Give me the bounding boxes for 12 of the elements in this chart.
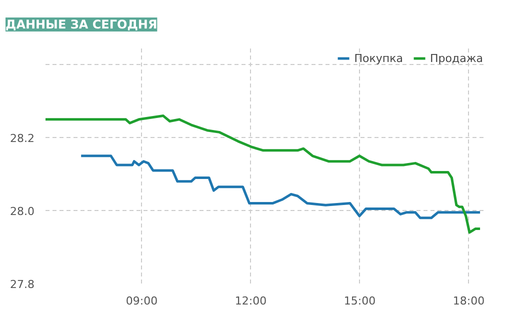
x-tick-label: 18:00 [452,294,485,308]
legend-label: Покупка [354,52,404,64]
x-tick-label: 15:00 [344,294,376,308]
x-tick-label: 09:00 [126,294,158,308]
legend-label: Продажа [430,52,483,64]
line-series [80,154,482,220]
chart-title: ДАННЫЕ ЗА СЕГОДНЯ [6,18,158,32]
line-series [46,114,482,234]
y-tick-label: 28.2 [10,132,35,146]
x-tick-label: 12:00 [234,294,267,308]
y-tick-label: 27.8 [10,278,35,291]
y-tick-label: 28.0 [10,205,35,218]
